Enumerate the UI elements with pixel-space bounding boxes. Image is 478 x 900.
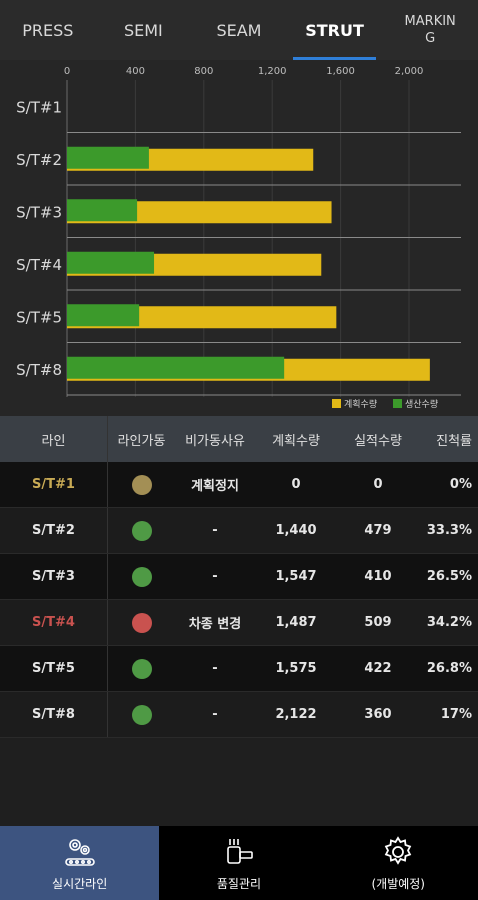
header-actual-qty: 실적수량 bbox=[354, 433, 402, 449]
tab-strut[interactable]: STRUT bbox=[287, 0, 383, 60]
cell-actual-qty: 410 bbox=[364, 569, 392, 584]
cell-line: S/T#4 bbox=[0, 600, 108, 645]
cell-status bbox=[108, 554, 175, 599]
nav-in-development-label: (개발예정) bbox=[371, 876, 425, 891]
cell-plan-qty: 2,122 bbox=[275, 707, 317, 722]
cell-progress: 0% bbox=[449, 477, 472, 492]
cell-downtime-reason: 계획정지 bbox=[191, 479, 239, 494]
x-tick-label: 800 bbox=[194, 66, 213, 77]
table-header: 라인 라인가동 비가동사유 계획수량 실적수량 진척률 bbox=[0, 416, 478, 462]
nav-in-development[interactable]: (개발예정) bbox=[319, 826, 478, 900]
cell-actual-qty: 422 bbox=[364, 661, 392, 676]
status-indicator bbox=[131, 704, 152, 725]
cell-plan-qty: 0 bbox=[291, 477, 301, 492]
cell-line: S/T#3 bbox=[0, 554, 108, 599]
bottom-nav: 실시간라인 품질관리 (개발예정) bbox=[0, 826, 478, 900]
x-tick-label: 400 bbox=[126, 66, 145, 77]
legend-swatch-actual bbox=[393, 399, 402, 408]
gears-conveyor-icon bbox=[64, 838, 95, 866]
cell-progress: 33.3% bbox=[426, 523, 472, 538]
x-tick-label: 1,200 bbox=[258, 66, 287, 77]
cell-line: S/T#5 bbox=[0, 646, 108, 691]
top-tab-bar: PRESS SEMI SEAM STRUT MARKING bbox=[0, 0, 478, 60]
cell-plan-qty: 1,575 bbox=[275, 661, 317, 676]
y-category-label: S/T#2 bbox=[16, 151, 62, 169]
cell-progress: 26.8% bbox=[426, 661, 472, 676]
table-row[interactable]: S/T#3 - 1,547 410 26.5% bbox=[0, 554, 478, 600]
tab-press[interactable]: PRESS bbox=[22, 20, 74, 40]
x-tick-label: 1,600 bbox=[326, 66, 355, 77]
table-body: S/T#1 계획정지 0 0 0% S/T#2 - 1,440 479 33.3% S/T#3 - 1,… bbox=[0, 462, 478, 738]
cell-plan-qty: 1,487 bbox=[275, 615, 317, 630]
tab-seam[interactable]: SEAM bbox=[216, 20, 262, 40]
cell-actual-qty: 509 bbox=[364, 615, 392, 630]
header-line-running: 라인가동 bbox=[117, 433, 166, 449]
header-plan-qty: 계획수량 bbox=[272, 433, 320, 449]
cell-plan-qty: 1,440 bbox=[275, 523, 317, 538]
cell-plan-qty: 1,547 bbox=[275, 569, 317, 584]
cell-actual-qty: 0 bbox=[373, 477, 383, 492]
chart-canvas: 0 400 800 1,200 1,600 2,000 S/T#1 S/T#2 S/T#3 S/T… bbox=[16, 66, 461, 410]
status-indicator bbox=[131, 566, 152, 587]
quality-tool-icon bbox=[227, 838, 253, 864]
bar-actual bbox=[67, 199, 138, 222]
cell-status bbox=[108, 646, 175, 691]
status-indicator bbox=[131, 520, 152, 541]
header-line: 라인 bbox=[0, 416, 108, 462]
cell-actual-qty: 479 bbox=[364, 523, 392, 538]
x-tick-label: 0 bbox=[64, 66, 70, 77]
nav-realtime-line[interactable]: 실시간라인 bbox=[0, 826, 160, 900]
legend-swatch-plan bbox=[332, 399, 341, 408]
nav-quality-label: 품질관리 bbox=[216, 876, 262, 891]
status-indicator bbox=[131, 474, 152, 495]
cell-downtime-reason: - bbox=[212, 569, 218, 584]
legend-label-plan: 계획수량 bbox=[344, 398, 377, 410]
table-row[interactable]: S/T#5 - 1,575 422 26.8% bbox=[0, 646, 478, 692]
cell-status bbox=[108, 600, 175, 645]
cell-line: S/T#1 bbox=[0, 462, 108, 507]
y-category-label: S/T#8 bbox=[16, 361, 62, 379]
cell-downtime-reason: - bbox=[212, 661, 218, 676]
table-row[interactable]: S/T#8 - 2,122 360 17% bbox=[0, 692, 478, 738]
y-category-label: S/T#5 bbox=[16, 308, 62, 326]
bar-actual bbox=[67, 251, 155, 274]
nav-realtime-line-label: 실시간라인 bbox=[52, 876, 108, 891]
bar-actual bbox=[67, 356, 285, 379]
bar-actual bbox=[67, 146, 149, 169]
status-indicator bbox=[131, 658, 152, 679]
cell-line: S/T#2 bbox=[0, 508, 108, 553]
cell-progress: 34.2% bbox=[426, 615, 472, 630]
cell-status bbox=[108, 692, 175, 737]
bar-actual bbox=[67, 304, 140, 327]
header-downtime-reason: 비가동사유 bbox=[185, 433, 245, 449]
cell-line: S/T#8 bbox=[0, 692, 108, 737]
tab-semi[interactable]: SEMI bbox=[123, 20, 163, 40]
legend-label-actual: 생산수량 bbox=[405, 398, 438, 410]
table-row[interactable]: S/T#1 계획정지 0 0 0% bbox=[0, 462, 478, 508]
cell-status bbox=[108, 508, 175, 553]
gear-icon bbox=[384, 835, 412, 865]
cell-downtime-reason: - bbox=[212, 707, 218, 722]
cell-downtime-reason: - bbox=[212, 523, 218, 538]
tab-marking-label: MARKING bbox=[404, 14, 456, 46]
y-category-label: S/T#3 bbox=[16, 203, 62, 221]
cell-actual-qty: 360 bbox=[364, 707, 392, 722]
table-row[interactable]: S/T#4 차종 변경 1,487 509 34.2% bbox=[0, 600, 478, 646]
y-category-label: S/T#4 bbox=[16, 256, 62, 274]
y-category-label: S/T#1 bbox=[16, 98, 62, 116]
line-status-table: 라인 라인가동 비가동사유 계획수량 실적수량 진척률 S/T#1 계획정지 0 0 0… bbox=[0, 416, 478, 738]
cell-downtime-reason: 차종 변경 bbox=[188, 617, 242, 632]
cell-progress: 26.5% bbox=[426, 569, 472, 584]
status-indicator bbox=[131, 612, 152, 633]
header-progress: 진척률 bbox=[436, 433, 472, 449]
nav-quality[interactable]: 품질관리 bbox=[159, 826, 318, 900]
tab-marking[interactable]: MARKING bbox=[382, 0, 478, 60]
x-tick-label: 2,000 bbox=[395, 66, 424, 77]
table-row[interactable]: S/T#2 - 1,440 479 33.3% bbox=[0, 508, 478, 554]
cell-status bbox=[108, 462, 175, 507]
cell-progress: 17% bbox=[440, 707, 472, 722]
production-bar-chart: 0 400 800 1,200 1,600 2,000 S/T#1 S/T#2 S/T#3 S/T… bbox=[0, 60, 478, 416]
